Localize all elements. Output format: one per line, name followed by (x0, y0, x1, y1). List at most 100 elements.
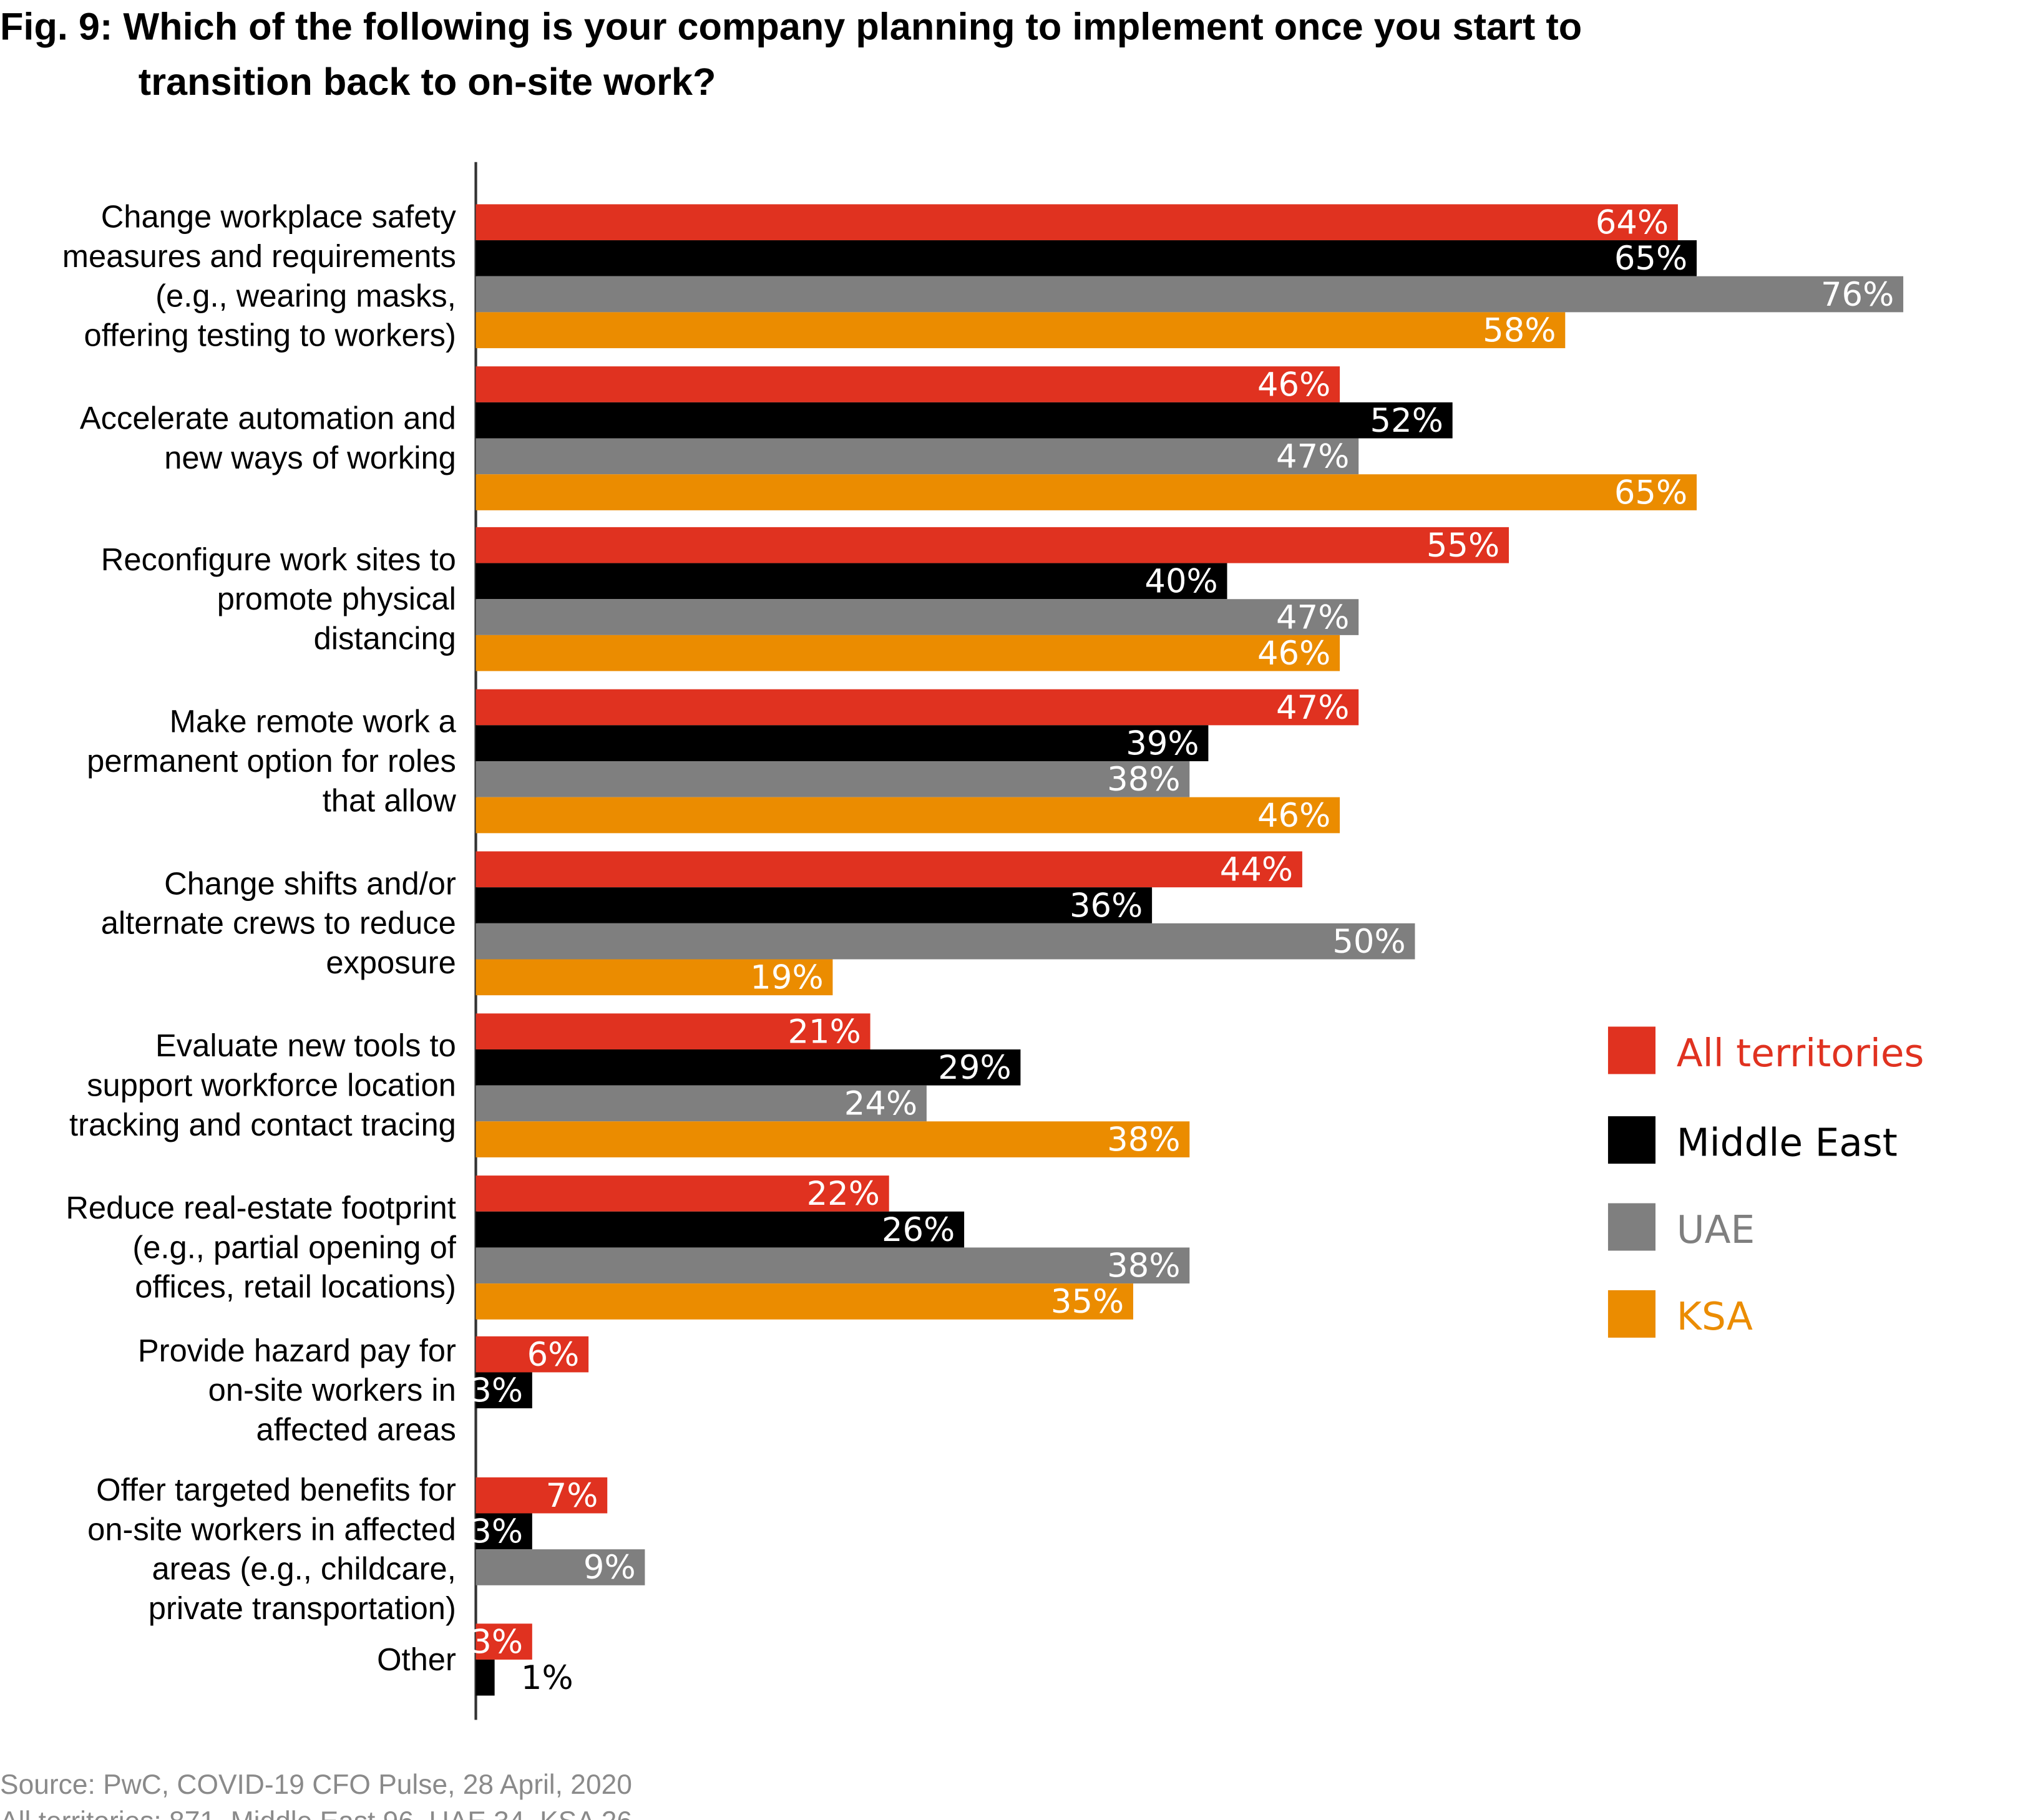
data-label: 36% (1070, 887, 1143, 925)
bar-all-territories-1 (475, 366, 1340, 402)
data-label: 9% (583, 1549, 636, 1587)
category-label-line: that allow (323, 782, 457, 818)
chart-title-line-1: Fig. 9: Which of the following is your c… (0, 5, 1582, 47)
bar-all-territories-5 (475, 1013, 870, 1049)
bar-all-territories-2 (475, 527, 1509, 563)
bar-uae-3 (475, 761, 1190, 797)
category-label-line: Offer targeted benefits for (96, 1472, 456, 1507)
data-label: 58% (1483, 311, 1556, 349)
data-label: 24% (844, 1085, 917, 1123)
data-label: 3% (471, 1623, 523, 1661)
data-label: 7% (546, 1477, 598, 1515)
category-label-line: areas (e.g., childcare, (152, 1551, 456, 1587)
category-label-line: new ways of working (164, 440, 456, 475)
legend-swatch (1607, 1290, 1655, 1338)
category-label: Other (377, 1642, 456, 1677)
bar-all-territories-4 (475, 851, 1302, 888)
category-label-line: (e.g., partial opening of (132, 1229, 456, 1265)
data-label: 39% (1126, 724, 1199, 762)
category-label: Accelerate automation and new ways of wor… (80, 401, 456, 475)
data-label: 26% (882, 1211, 955, 1249)
bar-all-territories-0 (475, 204, 1678, 241)
data-label: 65% (1614, 240, 1687, 278)
legend-swatch (1607, 1026, 1655, 1074)
category-label-line: exposure (326, 945, 456, 980)
category-label-line: Make remote work a (170, 704, 457, 739)
data-label: 55% (1426, 527, 1499, 565)
category-label-line: support workforce location (87, 1068, 456, 1103)
category-label-line: on-site workers in affected (87, 1511, 456, 1547)
data-label: 52% (1370, 402, 1443, 440)
category-label-line: Other (377, 1642, 456, 1677)
bar-middle-east-0 (475, 240, 1697, 276)
bar-all-territories-9 (475, 1623, 532, 1660)
bar-middle-east-2 (475, 563, 1227, 600)
data-label: 44% (1220, 851, 1293, 889)
data-label: 40% (1144, 563, 1217, 601)
bar-middle-east-3 (475, 725, 1209, 762)
category-label-line: offices, retail locations) (135, 1269, 456, 1305)
bar-middle-east-4 (475, 887, 1153, 923)
data-label: 21% (787, 1013, 861, 1051)
category-label-line: Evaluate new tools to (155, 1028, 456, 1063)
bar-ksa-2 (475, 635, 1340, 671)
bar-middle-east-8 (475, 1513, 532, 1550)
data-label: 65% (1614, 474, 1687, 512)
data-label: 3% (471, 1513, 523, 1551)
bar-ksa-1 (475, 474, 1697, 510)
bar-uae-0 (475, 276, 1904, 313)
bar-uae-4 (475, 923, 1415, 960)
data-label: 50% (1332, 923, 1405, 961)
data-label: 38% (1107, 1247, 1180, 1285)
category-label: Reconfigure work sites to promote physica… (101, 542, 456, 656)
bar-ksa-6 (475, 1283, 1134, 1320)
category-label: Change workplace safety measures and requ… (62, 199, 457, 353)
bar-ksa-5 (475, 1121, 1190, 1157)
data-label: 35% (1051, 1283, 1124, 1321)
data-label: 1% (521, 1659, 573, 1697)
category-label: Reduce real-estate footprint (e.g., parti… (66, 1190, 456, 1305)
category-label-line: promote physical (217, 581, 456, 616)
category-label-line: distancing (314, 620, 456, 656)
bar-ksa-3 (475, 797, 1340, 834)
legend: All territories Middle East UAE KSA (1607, 1026, 1924, 1339)
category-label-line: (e.g., wearing masks, (155, 278, 456, 313)
category-label-line: Change workplace safety (101, 199, 457, 235)
category-label-line: Reduce real-estate footprint (66, 1190, 456, 1225)
data-label: 64% (1596, 203, 1669, 241)
bar-uae-1 (475, 438, 1359, 475)
data-label: 47% (1276, 598, 1349, 636)
legend-label: UAE (1677, 1208, 1755, 1252)
category-label: Make remote work a permanent option for r… (87, 704, 456, 819)
bar-uae-2 (475, 599, 1359, 635)
bar-ksa-0 (475, 312, 1566, 349)
category-label-line: tracking and contact tracing (69, 1107, 456, 1142)
data-label: 76% (1821, 276, 1894, 314)
bar-middle-east-7 (475, 1372, 532, 1409)
legend-label: Middle East (1677, 1121, 1898, 1165)
category-label-line: permanent option for roles (87, 743, 456, 779)
legend-swatch (1607, 1203, 1655, 1251)
data-label: 22% (807, 1175, 880, 1213)
bar-middle-east-1 (475, 402, 1453, 439)
legend-label: All territories (1677, 1031, 1924, 1076)
data-label: 3% (471, 1372, 523, 1410)
category-label-line: alternate crews to reduce (101, 905, 456, 941)
data-label: 6% (527, 1336, 580, 1374)
bar-ksa-4 (475, 959, 833, 996)
category-label-line: offering testing to workers) (84, 318, 456, 353)
bar-all-territories-3 (475, 689, 1359, 726)
category-label-line: measures and requirements (62, 238, 456, 274)
bar-middle-east-5 (475, 1049, 1021, 1086)
legend-label: KSA (1677, 1295, 1753, 1339)
data-label: 38% (1107, 761, 1180, 799)
category-label: Change shifts and/or alternate crews to r… (101, 865, 456, 980)
category-label-line: on-site workers in (208, 1372, 456, 1408)
bar-uae-5 (475, 1085, 927, 1122)
category-label-line: affected areas (256, 1412, 456, 1448)
bar-all-territories-6 (475, 1175, 889, 1212)
legend-swatch (1607, 1116, 1655, 1164)
bar-all-territories-7 (475, 1336, 589, 1373)
data-label: 46% (1257, 797, 1330, 835)
